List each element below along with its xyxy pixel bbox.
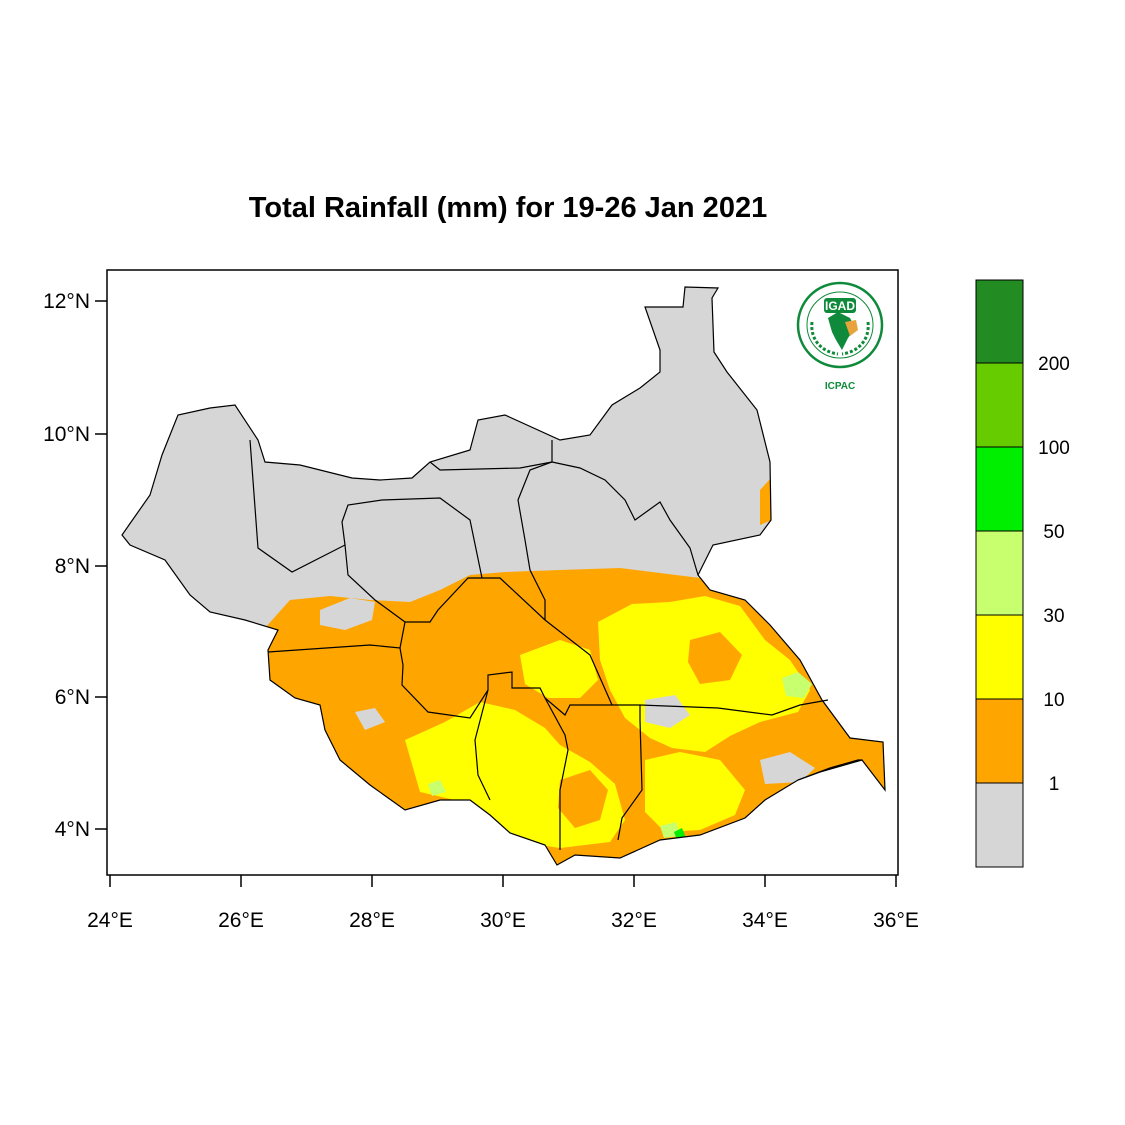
map-title: Total Rainfall (mm) for 19-26 Jan 2021: [248, 192, 768, 224]
axis-ticks: [95, 300, 897, 887]
x-tick-label: 24°E: [87, 909, 133, 932]
rain-0-1-area: [320, 598, 375, 630]
x-tick-label: 32°E: [611, 909, 657, 932]
rain-30-50-area: [782, 672, 812, 698]
x-tick-label: 34°E: [742, 909, 788, 932]
rainfall-field: [122, 287, 885, 865]
legend-swatch: [975, 279, 1024, 364]
rain-10-30-area: [645, 752, 745, 832]
igad-icpac-logo: IGAD ICPAC: [796, 281, 884, 392]
y-tick-label: 10°N: [43, 423, 90, 446]
state-boundaries: [249, 439, 862, 850]
legend-swatch: [975, 698, 1024, 784]
legend-colorbar: [975, 279, 1024, 868]
rain-1-10-area: [558, 770, 608, 828]
rain-10-30-area: [520, 640, 598, 698]
legend-swatch: [975, 446, 1024, 532]
logo-subtitle: ICPAC: [825, 381, 855, 392]
logo-name: IGAD: [825, 299, 855, 313]
y-tick-label: 8°N: [55, 555, 90, 578]
rain-1-10-area: [760, 478, 772, 525]
legend-swatch: [975, 530, 1024, 616]
x-tick-label: 28°E: [349, 909, 395, 932]
x-tick-label: 30°E: [480, 909, 526, 932]
legend-label: 100: [1038, 438, 1070, 459]
legend-label: 10: [1043, 690, 1064, 711]
y-tick-label: 6°N: [55, 686, 90, 709]
legend-swatch: [975, 362, 1024, 448]
legend-label: 50: [1043, 522, 1064, 543]
y-tick-label: 4°N: [55, 818, 90, 841]
x-tick-label: 26°E: [218, 909, 264, 932]
x-tick-label: 36°E: [873, 909, 919, 932]
rain-1-10-area: [688, 632, 742, 684]
legend-swatch: [975, 782, 1024, 868]
legend-swatch: [975, 614, 1024, 700]
rain-30-50-area: [428, 780, 446, 796]
legend-label: 1: [1049, 774, 1060, 795]
rain-0-1-area: [645, 695, 690, 728]
rain-0-1-area: [760, 752, 815, 784]
legend-label: 30: [1043, 606, 1064, 627]
y-tick-label: 12°N: [43, 290, 90, 313]
legend-label: 200: [1038, 354, 1070, 375]
rain-0-1-area: [355, 708, 385, 730]
